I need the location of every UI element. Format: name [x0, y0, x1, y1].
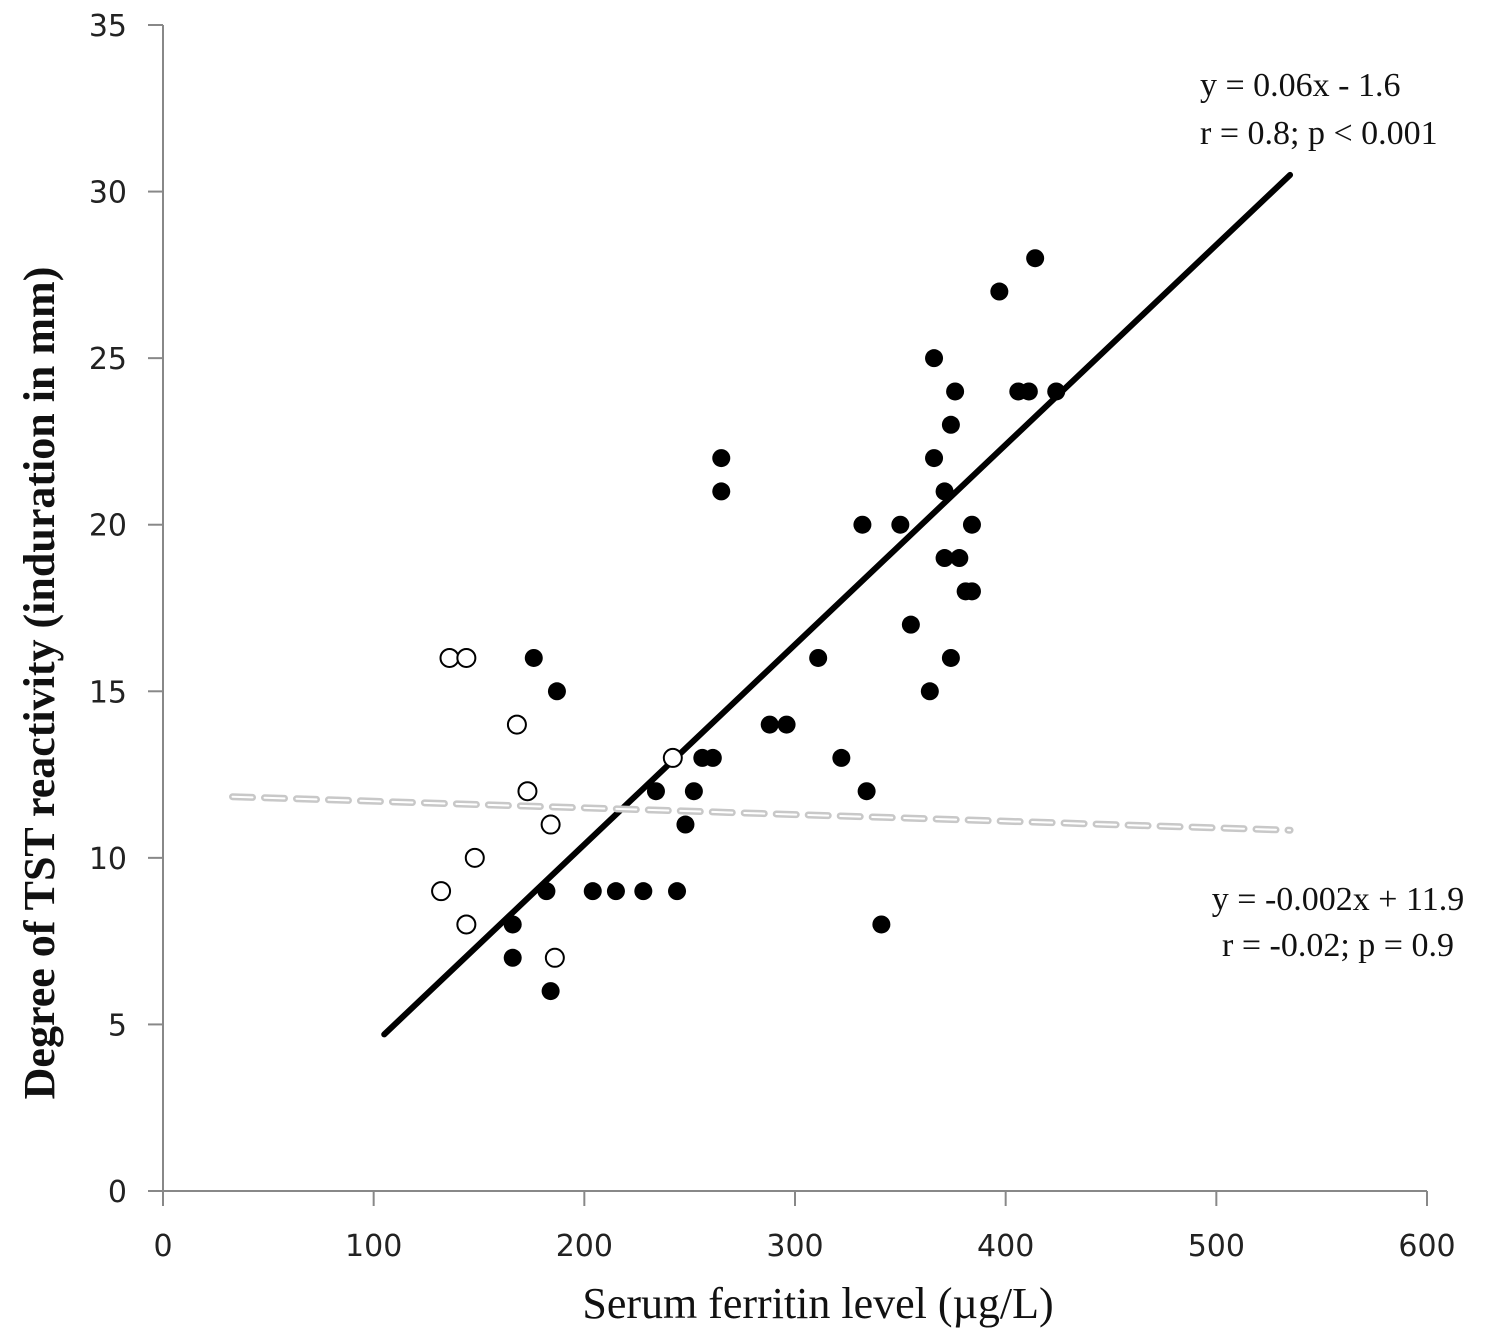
- x-tick-label: 500: [1188, 1229, 1245, 1264]
- point-filled: [676, 815, 695, 834]
- point-filled: [541, 982, 560, 1001]
- x-axis-title: Serum ferritin level (µg/L): [582, 1279, 1053, 1328]
- point-filled: [962, 582, 981, 601]
- point-open: [544, 947, 565, 968]
- x-tick-label: 100: [345, 1229, 402, 1264]
- point-open: [517, 781, 538, 802]
- y-tick-label: 25: [89, 342, 127, 377]
- fit-label-filled-line2: r = 0.8; p < 0.001: [1200, 115, 1438, 152]
- trendlines: [229, 171, 1294, 1038]
- point-filled: [925, 349, 944, 368]
- point-open: [662, 747, 683, 768]
- point-filled: [712, 482, 731, 501]
- point-open: [464, 847, 485, 868]
- point-open: [540, 814, 561, 835]
- point-filled: [809, 648, 828, 667]
- data-points: [431, 249, 1066, 1001]
- y-tick-label: 5: [108, 1008, 127, 1043]
- point-open: [506, 714, 527, 735]
- x-tick-label: 200: [556, 1229, 613, 1264]
- y-tick-label: 30: [89, 176, 127, 211]
- trendline-open-fit-inner: [231, 795, 1292, 832]
- point-filled: [1026, 249, 1045, 268]
- y-tick-label: 20: [89, 509, 127, 544]
- point-open: [456, 647, 477, 668]
- point-filled: [760, 715, 779, 734]
- point-filled: [537, 882, 556, 901]
- point-filled: [1019, 382, 1038, 401]
- y-tick-label: 10: [89, 842, 127, 877]
- point-filled: [668, 882, 687, 901]
- fit-label-filled-line1: y = 0.06x - 1.6: [1200, 67, 1401, 104]
- x-tick-label: 300: [766, 1229, 823, 1264]
- y-tick-label: 0: [108, 1175, 127, 1210]
- y-tick-label: 15: [89, 675, 127, 710]
- point-filled: [962, 515, 981, 534]
- point-filled: [857, 782, 876, 801]
- point-open: [456, 914, 477, 935]
- point-filled: [634, 882, 653, 901]
- point-filled: [606, 882, 625, 901]
- fit-label-open-line1: y = -0.002x + 11.9: [1212, 881, 1464, 918]
- point-filled: [703, 748, 722, 767]
- point-filled: [891, 515, 910, 534]
- point-filled: [920, 682, 939, 701]
- point-filled: [941, 415, 960, 434]
- point-filled: [935, 549, 954, 568]
- point-filled: [712, 449, 731, 468]
- y-axis-title: Degree of TST reactivity (induration in …: [15, 267, 64, 1100]
- point-filled: [503, 915, 522, 934]
- point-filled: [946, 382, 965, 401]
- x-tick-label: 0: [153, 1229, 172, 1264]
- point-filled: [950, 549, 969, 568]
- x-tick-label: 600: [1398, 1229, 1455, 1264]
- point-filled: [503, 948, 522, 967]
- point-filled: [901, 615, 920, 634]
- point-filled: [777, 715, 796, 734]
- point-filled: [832, 748, 851, 767]
- point-filled: [583, 882, 602, 901]
- point-filled: [872, 915, 891, 934]
- point-open: [431, 881, 452, 902]
- x-tick-label: 400: [977, 1229, 1034, 1264]
- point-filled: [925, 449, 944, 468]
- point-filled: [935, 482, 954, 501]
- point-filled: [1047, 382, 1066, 401]
- point-filled: [646, 782, 665, 801]
- fit-label-open-line2: r = -0.02; p = 0.9: [1222, 927, 1454, 964]
- point-open: [439, 647, 460, 668]
- trendline-filled-fit: [381, 171, 1294, 1038]
- point-filled: [853, 515, 872, 534]
- point-filled: [524, 648, 543, 667]
- axes: [162, 25, 1427, 1192]
- point-filled: [547, 682, 566, 701]
- point-filled: [990, 282, 1009, 301]
- ticks: 0 5 10 15 20 25 30 35 0 100 200 300 400 500 600: [89, 9, 1456, 1264]
- point-filled: [941, 648, 960, 667]
- point-filled: [684, 782, 703, 801]
- y-tick-label: 35: [89, 9, 127, 44]
